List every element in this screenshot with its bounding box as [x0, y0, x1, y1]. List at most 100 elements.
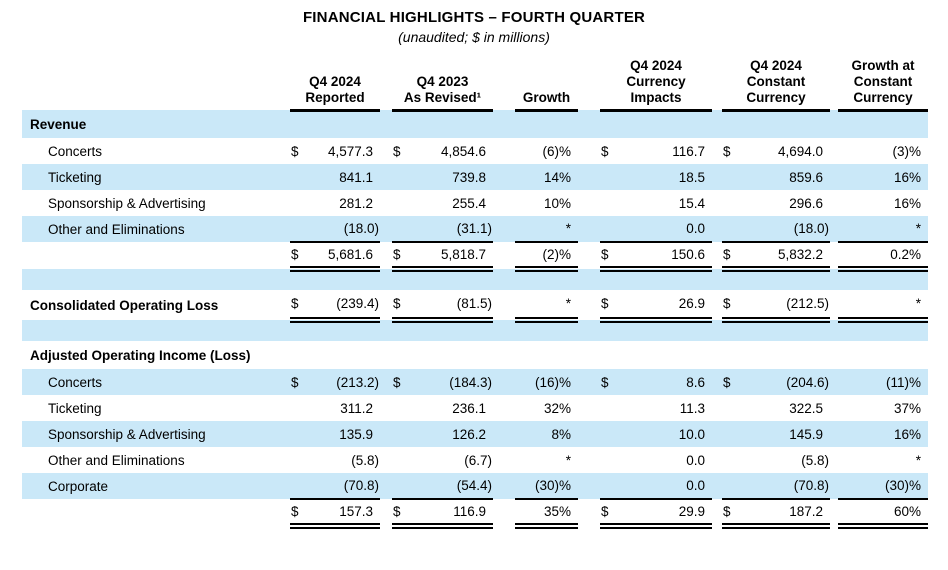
growth-cell: 16%	[894, 195, 922, 211]
spacer	[578, 164, 600, 190]
value-cell: 296.6	[789, 195, 824, 211]
spacer	[830, 290, 838, 320]
currency-symbol	[392, 190, 410, 216]
col-header-q4-2023-as-revised: Q4 2023 As Revised¹	[392, 53, 494, 112]
growth-cell: (30)%	[885, 478, 922, 493]
growth-cell: 32%	[544, 400, 572, 416]
row-label: Sponsorship & Advertising	[48, 195, 206, 211]
col-header-growth-constant-currency: Growth at Constant Currency	[838, 53, 929, 112]
row-label: Concerts	[48, 143, 103, 159]
spacer	[712, 138, 722, 164]
row-label: Concerts	[48, 374, 103, 390]
row-label: Consolidated Operating Loss	[30, 297, 219, 313]
value-cell: 5,832.2	[740, 241, 831, 272]
spacer	[830, 395, 838, 421]
spacer	[578, 369, 600, 395]
value-cell: 145.9	[789, 426, 824, 442]
currency-symbol	[600, 190, 618, 216]
spacer	[493, 421, 515, 447]
spacer	[578, 138, 600, 164]
consolidated-operating-loss-row: Consolidated Operating Loss $ (239.4) $ …	[22, 290, 929, 323]
value-cell: 0.0	[686, 452, 706, 468]
table-row-other-eliminations-aoi: Other and Eliminations (5.8) (6.7) * 0.0…	[22, 447, 928, 473]
row-label	[22, 499, 290, 526]
blank-row	[22, 269, 929, 290]
currency-symbol	[600, 164, 618, 190]
spacer	[712, 190, 722, 216]
spacer	[578, 473, 600, 499]
blank-row	[22, 320, 929, 341]
section-row-revenue: Revenue	[22, 110, 929, 138]
value-cell: (6.7)	[464, 452, 493, 468]
value-cell: 187.2	[740, 498, 831, 529]
value-cell: 135.9	[339, 426, 374, 442]
value-cell: 311.2	[340, 400, 374, 416]
growth-cell: (11)%	[886, 374, 922, 390]
growth-cell: *	[915, 452, 922, 468]
value-cell: 15.4	[678, 195, 706, 211]
growth-cell: (30)%	[535, 478, 572, 493]
spacer	[493, 473, 515, 499]
value-cell: (212.5)	[740, 290, 831, 323]
spacer	[380, 53, 392, 110]
blank-cell	[22, 269, 928, 290]
blank-cell	[22, 320, 928, 341]
currency-symbol	[600, 447, 618, 473]
value-cell: (5.8)	[351, 452, 380, 468]
page-subtitle: (unaudited; $ in millions)	[398, 29, 550, 45]
spacer	[830, 53, 838, 110]
value-cell: 859.6	[789, 169, 824, 185]
spacer	[712, 499, 722, 526]
spacer	[830, 369, 838, 395]
value-cell: 0.0	[686, 478, 706, 493]
value-cell: 322.5	[789, 400, 824, 416]
table-row-sponsorship: Sponsorship & Advertising 281.2 255.4 10…	[22, 190, 928, 216]
value-cell: 5,818.7	[410, 241, 494, 272]
table-row-corporate: Corporate (70.8) (54.4) (30)% 0.0 (70.8)…	[22, 473, 929, 499]
currency-symbol	[290, 421, 308, 447]
currency-symbol: $	[291, 143, 299, 159]
spacer	[493, 138, 515, 164]
currency-symbol: $	[291, 374, 299, 390]
section-label: Revenue	[30, 117, 87, 133]
value-cell: 5,681.6	[308, 241, 381, 272]
currency-symbol: $	[600, 290, 619, 323]
spacer	[493, 499, 515, 526]
row-label: Ticketing	[48, 400, 102, 416]
spacer	[578, 447, 600, 473]
growth-cell: *	[565, 221, 572, 236]
table-row-ticketing-aoi: Ticketing 311.2 236.1 32% 11.3 322.5 37%	[22, 395, 928, 421]
adjusted-total-row: $ 157.3 $ 116.9 35% $ 29.9 $ 187.2 60%	[22, 498, 929, 529]
growth-cell: *	[915, 221, 922, 236]
spacer	[830, 242, 838, 269]
spacer	[578, 242, 600, 269]
col-header-q4-2024-reported: Q4 2024 Reported	[290, 53, 381, 112]
header-row: Q4 2024 Reported Q4 2023 As Revised¹ Gro…	[22, 53, 929, 112]
table-row-sponsorship-aoi: Sponsorship & Advertising 135.9 126.2 8%…	[22, 421, 929, 447]
value-cell: (31.1)	[456, 221, 493, 236]
currency-symbol	[722, 447, 740, 473]
spacer	[380, 421, 392, 447]
row-label: Sponsorship & Advertising	[48, 426, 206, 442]
value-cell: 11.3	[679, 400, 706, 416]
growth-cell: (2)%	[515, 241, 579, 272]
spacer	[380, 447, 392, 473]
spacer	[830, 421, 838, 447]
spacer	[830, 499, 838, 526]
spacer	[493, 216, 515, 242]
value-cell: 255.4	[452, 195, 487, 211]
col-header-constant-currency: Q4 2024 Constant Currency	[722, 53, 831, 112]
spacer	[830, 473, 838, 499]
value-cell: (18.0)	[793, 221, 830, 236]
currency-symbol: $	[600, 498, 619, 529]
spacer	[712, 242, 722, 269]
currency-symbol: $	[722, 241, 741, 272]
currency-symbol: $	[392, 241, 411, 272]
growth-cell: *	[565, 452, 572, 468]
value-cell: 157.3	[308, 498, 381, 529]
col-header-growth: Growth	[515, 53, 579, 112]
growth-cell: 60%	[838, 498, 929, 529]
currency-symbol	[290, 447, 308, 473]
value-cell: (184.3)	[449, 374, 493, 390]
growth-cell: 16%	[894, 426, 922, 442]
